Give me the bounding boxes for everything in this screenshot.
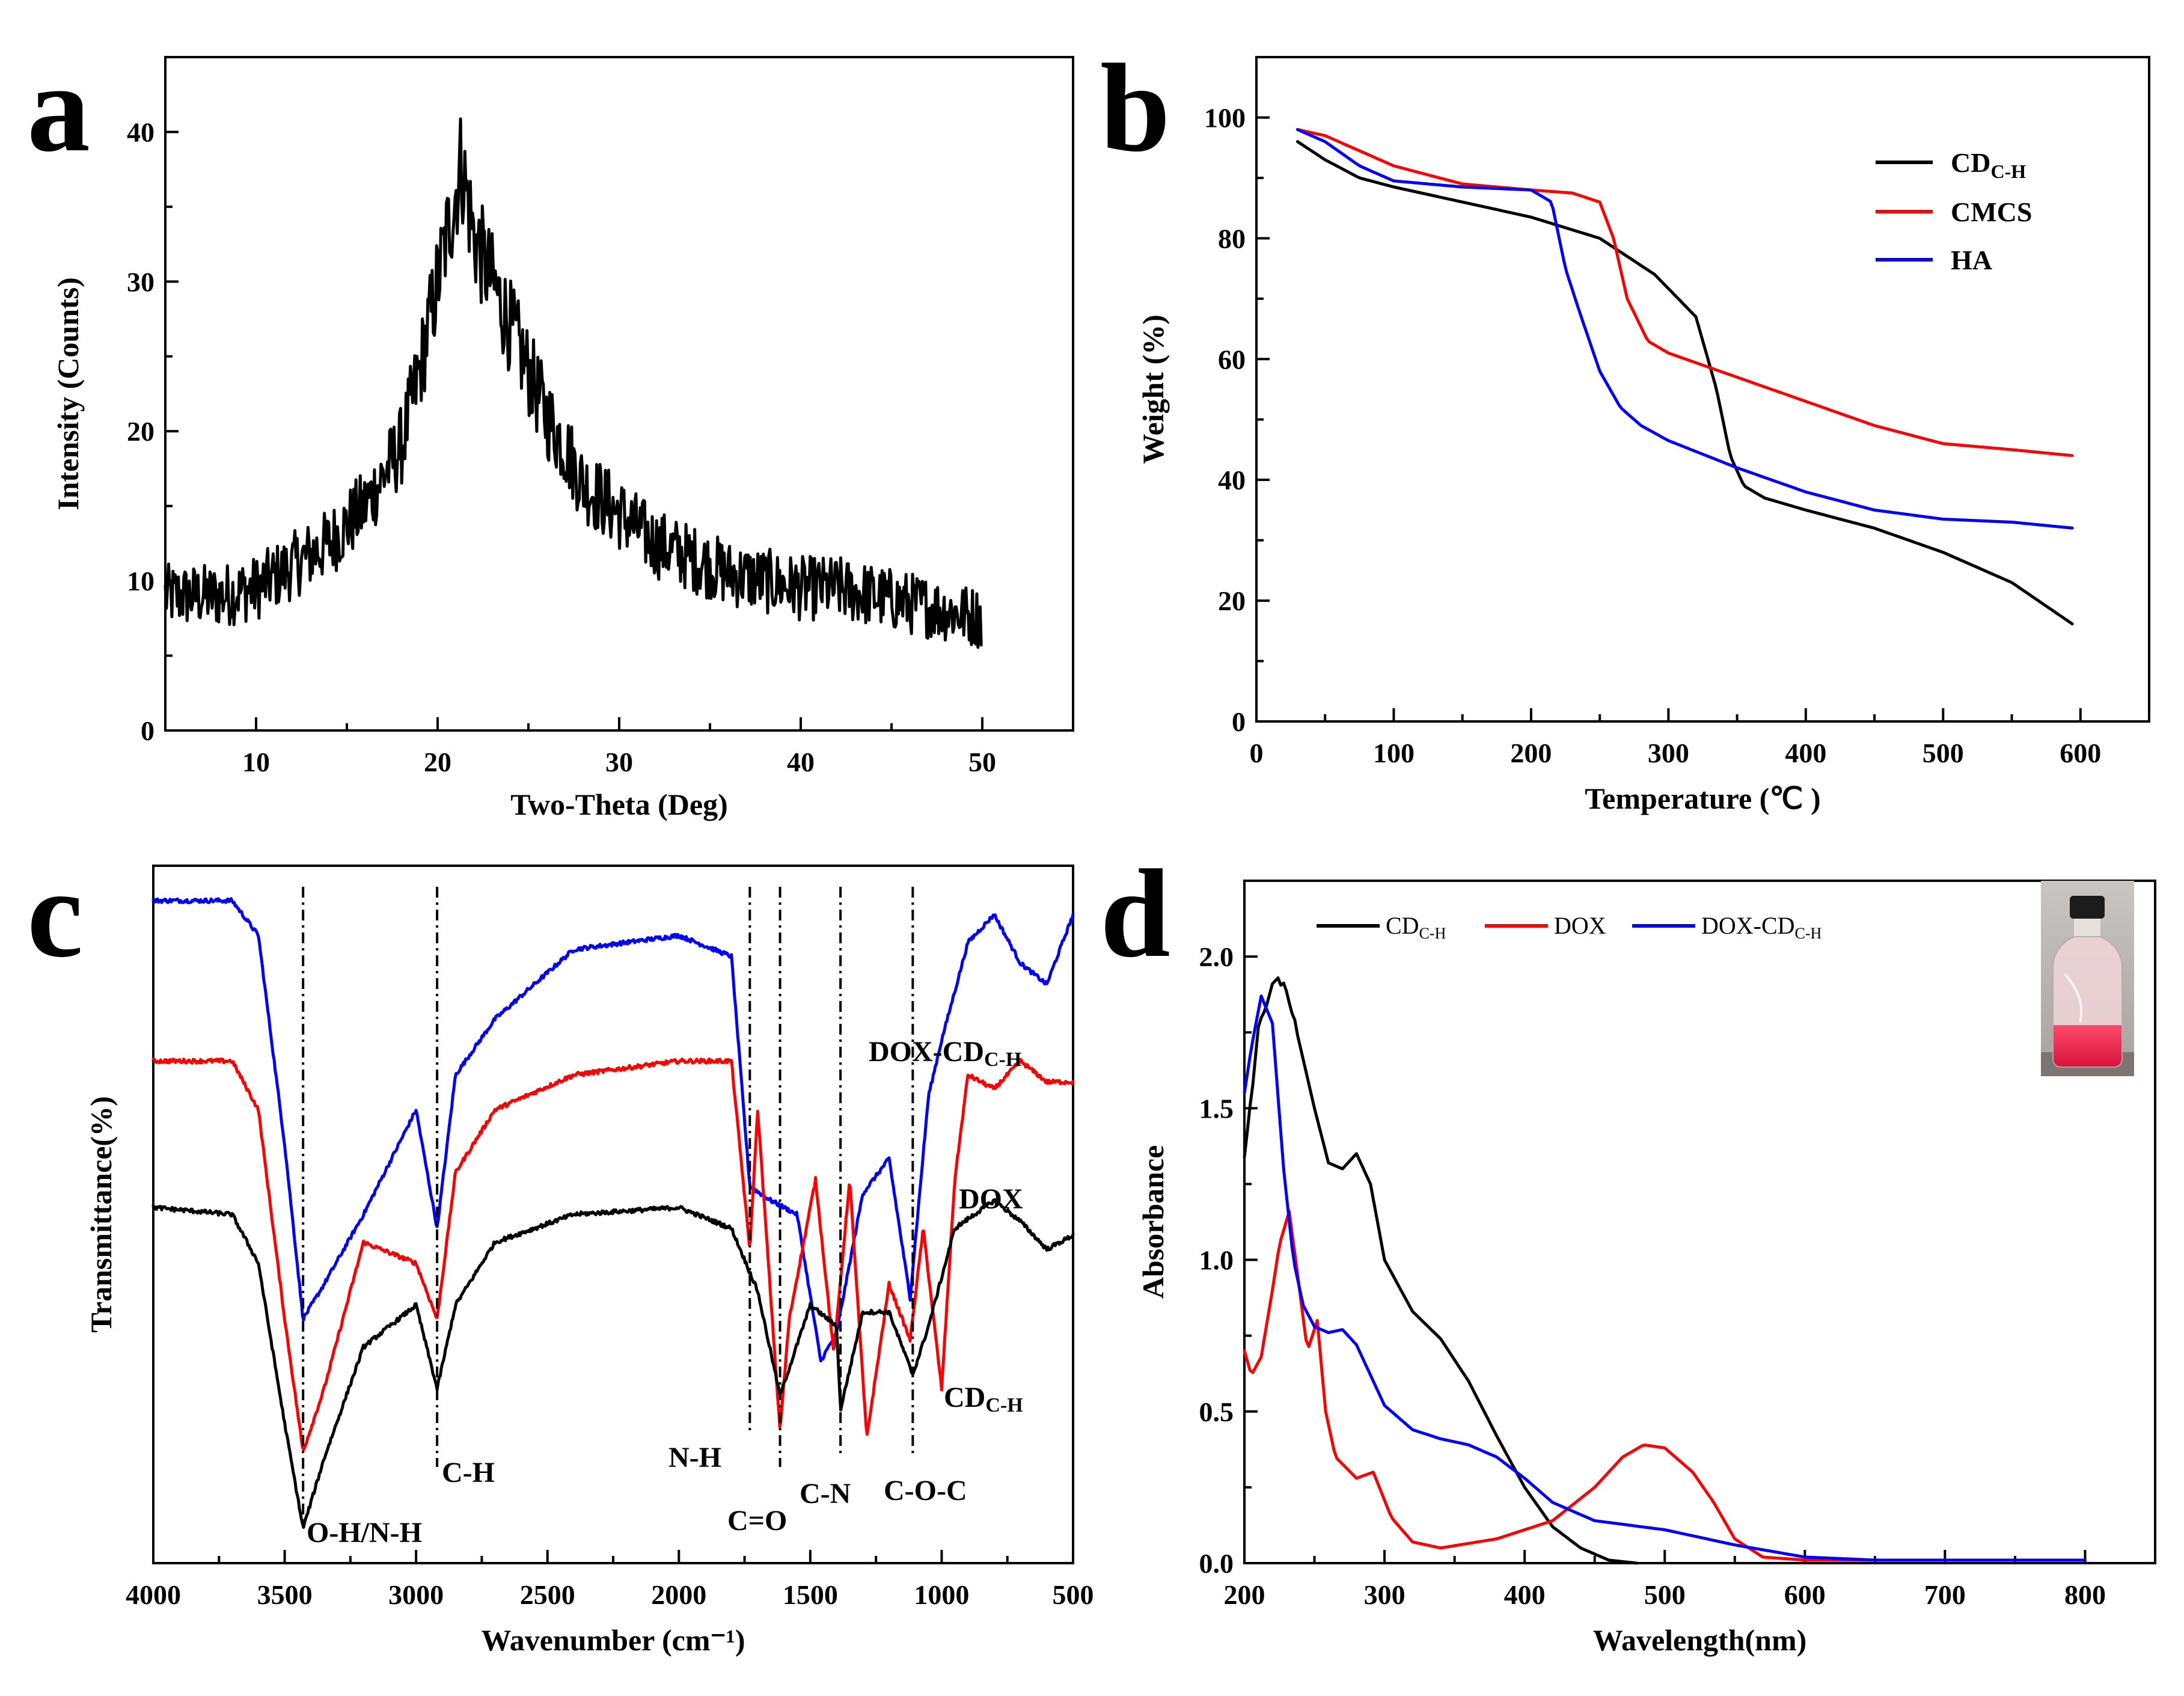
y-tick-label-b-20: 20 <box>1218 586 1246 616</box>
legend-b-label-ha: HA <box>1951 245 1992 275</box>
x-tick-label-d-600: 600 <box>1784 1579 1826 1610</box>
x-tick-label-d-800: 800 <box>2064 1579 2106 1610</box>
series-b-ha <box>1296 128 2074 530</box>
y-axis-label-a: Intensity (Counts) <box>51 277 85 510</box>
x-tick-label-a-10: 10 <box>242 747 270 777</box>
panel-letter-c: c <box>27 844 83 984</box>
x-tick-label-a-50: 50 <box>968 747 996 777</box>
panel-b-tga-chart: 0 100 200 300 400 500 600 0 20 40 60 80 100 Temperatu… <box>1136 56 2150 815</box>
x-tick-label-b-400: 400 <box>1785 738 1826 768</box>
x-axis-label-b: Temperature (℃ ) <box>1585 782 1820 815</box>
x-tick-label-a-20: 20 <box>424 747 451 777</box>
x-axis-label-d: Wavelength(nm) <box>1593 1623 1807 1657</box>
x-tick-label-b-300: 300 <box>1648 738 1689 768</box>
y-tick-label-d-1-5: 1.5 <box>1199 1093 1234 1124</box>
y-tick-label-a-20: 20 <box>127 416 154 447</box>
curve-label-dox-cdc-h: DOX-CDC-H <box>869 1036 1021 1071</box>
series-c-dox-cdc-h <box>151 897 1075 1363</box>
annotation-c-h: C-H <box>442 1457 495 1489</box>
y-tick-label-a-10: 10 <box>127 566 154 596</box>
series-c-cdc-h <box>151 1198 1075 1529</box>
legend-b-label-cmcs: CMCS <box>1951 197 2032 227</box>
x-tick-label-c-3000: 3000 <box>388 1579 444 1610</box>
x-axis-label-c: Wavenumber (cm⁻¹) <box>481 1623 745 1657</box>
x-tick-label-a-40: 40 <box>787 747 815 777</box>
x-tick-label-c-2000: 2000 <box>651 1579 706 1610</box>
panel-letter-d: d <box>1100 844 1170 984</box>
x-axis-label-a: Two-Theta (Deg) <box>510 788 728 821</box>
series-b-cdc-h <box>1296 140 2074 626</box>
legend-b-label-cd: CDC-H <box>1951 147 2026 182</box>
legend-d-label-doxcd: DOX-CDC-H <box>1701 912 1822 942</box>
series-d-cdc-h <box>1243 976 1639 1565</box>
panel-c-ftir-chart: 4000 3500 3000 2500 2000 1500 1000 500 Wavenumbe… <box>84 865 1094 1657</box>
annotation-n-h: N-H <box>668 1442 721 1474</box>
x-tick-label-b-500: 500 <box>1922 738 1964 768</box>
x-tick-label-c-1000: 1000 <box>914 1579 969 1610</box>
x-tick-label-c-2500: 2500 <box>520 1579 575 1610</box>
y-axis-label-c: Transmittance(%) <box>84 1096 118 1332</box>
annotation-c-o-c: C-O-C <box>884 1475 967 1507</box>
y-tick-label-a-0: 0 <box>141 715 154 746</box>
legend-d-label-cd: CDC-H <box>1386 912 1446 942</box>
y-tick-label-d-0: 0.0 <box>1199 1548 1234 1579</box>
y-tick-label-b-0: 0 <box>1232 706 1246 737</box>
x-tick-label-c-3500: 3500 <box>257 1579 313 1610</box>
plot-frame-d <box>1243 880 2156 1564</box>
x-tick-label-b-200: 200 <box>1510 738 1552 768</box>
x-tick-label-b-100: 100 <box>1373 738 1415 768</box>
y-tick-label-a-40: 40 <box>127 117 154 147</box>
x-tick-label-d-200: 200 <box>1224 1579 1265 1610</box>
x-tick-label-d-300: 300 <box>1364 1579 1406 1610</box>
vial-cap <box>2070 896 2105 919</box>
plot-frame-b <box>1255 56 2150 723</box>
x-tick-label-d-500: 500 <box>1644 1579 1686 1610</box>
series-c-dox <box>151 1057 1075 1451</box>
x-tick-label-b-600: 600 <box>2060 738 2101 768</box>
y-tick-label-d-0-5: 0.5 <box>1199 1397 1234 1427</box>
vial-photo-inset <box>2041 881 2134 1076</box>
annotation-c-n: C-N <box>800 1478 851 1510</box>
annotation-o-h-n-h: O-H/N-H <box>307 1517 422 1549</box>
y-axis-label-b: Weight (%) <box>1136 314 1170 464</box>
y-tick-label-a-30: 30 <box>127 266 154 297</box>
y-tick-label-b-100: 100 <box>1204 102 1246 133</box>
series-b-cmcs <box>1296 128 2074 458</box>
panel-a-xrd-chart: 10 20 30 40 50 0 10 20 30 40 Two-Theta (Deg) Intens… <box>51 56 1074 821</box>
curve-label-dox: DOX <box>959 1183 1023 1215</box>
panel-d-legend: CDC-H DOX DOX-CDC-H <box>1317 912 1822 942</box>
x-tick-label-b-0: 0 <box>1250 738 1264 768</box>
panel-letter-a: a <box>27 38 90 178</box>
panel-d-uvvis-chart: 200 300 400 500 600 700 800 0.0 0.5 1.0 1.5 2.0 Wave… <box>1136 880 2156 1657</box>
x-tick-label-c-500: 500 <box>1053 1579 1094 1610</box>
annotation-c-o: C=O <box>727 1505 787 1537</box>
y-tick-label-b-60: 60 <box>1218 344 1246 375</box>
x-tick-label-a-30: 30 <box>605 747 633 777</box>
legend-d-label-dox: DOX <box>1554 912 1606 939</box>
series-a-xrd <box>164 117 983 649</box>
panel-b-legend: CDC-H CMCS HA <box>1876 147 2032 275</box>
vial-liquid <box>2054 1025 2121 1067</box>
x-tick-label-c-1500: 1500 <box>783 1579 838 1610</box>
x-tick-label-c-4000: 4000 <box>126 1579 181 1610</box>
panel-letter-b: b <box>1100 38 1170 178</box>
y-axis-label-d: Absorbance <box>1136 1145 1170 1299</box>
y-tick-label-d-1: 1.0 <box>1199 1245 1234 1276</box>
y-tick-label-b-80: 80 <box>1218 223 1246 254</box>
y-tick-label-d-2: 2.0 <box>1199 941 1234 972</box>
y-tick-label-b-40: 40 <box>1218 465 1246 495</box>
curve-label-cdc-h: CDC-H <box>944 1382 1023 1416</box>
series-d-dox-cdc-h <box>1243 994 2087 1562</box>
x-tick-label-d-400: 400 <box>1504 1579 1546 1610</box>
x-tick-label-d-700: 700 <box>1924 1579 1966 1610</box>
